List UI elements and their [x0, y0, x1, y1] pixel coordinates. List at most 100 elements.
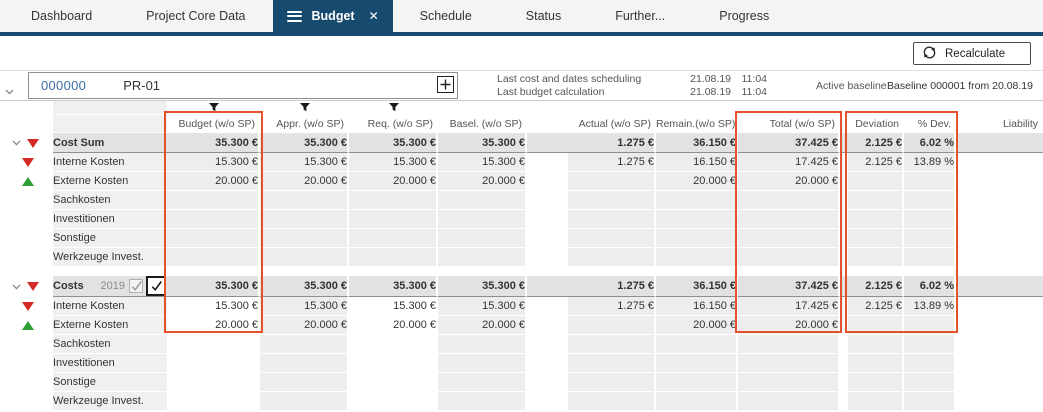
cell-basel[interactable] [438, 354, 527, 373]
cell-dev[interactable] [848, 210, 904, 229]
cell-total[interactable]: 17.425 € [738, 297, 840, 316]
cell-dev[interactable]: 2.125 € [848, 133, 904, 153]
cell-req[interactable] [349, 335, 438, 354]
cell-pdev[interactable] [904, 373, 956, 392]
cell-budget[interactable]: 35.300 € [167, 133, 260, 153]
cell-remain[interactable] [656, 335, 738, 354]
cell-appr[interactable]: 35.300 € [260, 133, 349, 153]
year-checkbox[interactable] [146, 276, 166, 296]
cell-req[interactable] [349, 191, 438, 210]
cell-basel[interactable]: 20.000 € [438, 172, 527, 191]
cell-basel[interactable] [438, 210, 527, 229]
close-tab-icon[interactable]: ✕ [368, 9, 379, 23]
cell-dev[interactable] [848, 172, 904, 191]
tab-progress[interactable]: Progress [719, 9, 770, 23]
cell-total[interactable] [738, 210, 840, 229]
cell-budget[interactable]: 15.300 € [167, 297, 260, 316]
cell-basel[interactable]: 35.300 € [438, 276, 527, 297]
cell-remain[interactable] [656, 354, 738, 373]
cell-remain[interactable] [656, 392, 738, 411]
cell-actual[interactable] [568, 316, 656, 335]
cell-basel[interactable]: 15.300 € [438, 153, 527, 172]
cell-actual[interactable] [568, 335, 656, 354]
cell-pdev[interactable]: 13.89 % [904, 297, 956, 316]
cell-basel[interactable] [438, 191, 527, 210]
tab-budget[interactable]: Budget ✕ [272, 0, 393, 32]
cell-actual[interactable]: 1.275 € [568, 153, 656, 172]
cell-total[interactable] [738, 335, 840, 354]
cell-budget[interactable] [167, 392, 260, 411]
cell-dev[interactable] [848, 191, 904, 210]
cell-appr[interactable] [260, 248, 349, 267]
cell-appr[interactable]: 15.300 € [260, 153, 349, 172]
cell-appr[interactable] [260, 229, 349, 248]
cell-remain[interactable]: 20.000 € [656, 172, 738, 191]
tab-project-core-data[interactable]: Project Core Data [146, 9, 246, 23]
cell-budget[interactable]: 20.000 € [167, 172, 260, 191]
cell-remain[interactable] [656, 248, 738, 267]
cell-req[interactable]: 35.300 € [349, 276, 438, 297]
cell-req[interactable] [349, 373, 438, 392]
cell-budget[interactable] [167, 210, 260, 229]
cell-req[interactable] [349, 248, 438, 267]
tab-further[interactable]: Further... [615, 9, 666, 23]
cell-budget[interactable] [167, 354, 260, 373]
cell-dev[interactable] [848, 335, 904, 354]
cell-appr[interactable]: 20.000 € [260, 172, 349, 191]
cell-pdev[interactable] [904, 316, 956, 335]
cell-pdev[interactable] [904, 229, 956, 248]
cell-total[interactable]: 37.425 € [738, 276, 840, 297]
cell-total[interactable] [738, 229, 840, 248]
filter-icon[interactable] [299, 102, 311, 115]
tab-schedule[interactable]: Schedule [419, 9, 472, 23]
collapse-icon[interactable] [12, 140, 21, 146]
cell-remain[interactable]: 36.150 € [656, 276, 738, 297]
cell-total[interactable] [738, 191, 840, 210]
cell-dev[interactable] [848, 316, 904, 335]
cell-appr[interactable]: 20.000 € [260, 316, 349, 335]
cell-appr[interactable]: 15.300 € [260, 297, 349, 316]
cell-pdev[interactable] [904, 172, 956, 191]
cell-req[interactable]: 15.300 € [349, 153, 438, 172]
cell-actual[interactable] [568, 210, 656, 229]
cell-appr[interactable]: 35.300 € [260, 276, 349, 297]
cell-dev[interactable] [848, 373, 904, 392]
cell-actual[interactable]: 1.275 € [568, 297, 656, 316]
cell-remain[interactable] [656, 373, 738, 392]
cell-budget[interactable]: 35.300 € [167, 276, 260, 297]
cell-basel[interactable]: 35.300 € [438, 133, 527, 153]
cell-budget[interactable] [167, 373, 260, 392]
cell-req[interactable] [349, 392, 438, 411]
cell-remain[interactable] [656, 229, 738, 248]
cell-actual[interactable] [568, 354, 656, 373]
tab-dashboard[interactable]: Dashboard [31, 9, 93, 23]
cell-dev[interactable]: 2.125 € [848, 276, 904, 297]
cell-appr[interactable] [260, 392, 349, 411]
cell-remain[interactable]: 16.150 € [656, 153, 738, 172]
cell-remain[interactable]: 36.150 € [656, 133, 738, 153]
cell-total[interactable]: 37.425 € [738, 133, 840, 153]
cell-dev[interactable] [848, 229, 904, 248]
cell-remain[interactable] [656, 210, 738, 229]
recalculate-button[interactable]: Recalculate [913, 42, 1031, 65]
add-icon[interactable] [437, 76, 454, 93]
cell-req[interactable] [349, 354, 438, 373]
cell-total[interactable] [738, 392, 840, 411]
cell-pdev[interactable] [904, 191, 956, 210]
cell-dev[interactable] [848, 354, 904, 373]
cell-total[interactable]: 20.000 € [738, 316, 840, 335]
cell-basel[interactable]: 15.300 € [438, 297, 527, 316]
cell-actual[interactable] [568, 392, 656, 411]
cell-actual[interactable]: 1.275 € [568, 276, 656, 297]
cell-actual[interactable] [568, 373, 656, 392]
cell-basel[interactable] [438, 248, 527, 267]
cell-actual[interactable] [568, 172, 656, 191]
cell-req[interactable]: 35.300 € [349, 133, 438, 153]
cell-total[interactable]: 17.425 € [738, 153, 840, 172]
cell-basel[interactable] [438, 335, 527, 354]
cell-budget[interactable] [167, 191, 260, 210]
cell-total[interactable] [738, 354, 840, 373]
cell-total[interactable] [738, 373, 840, 392]
cell-actual[interactable] [568, 248, 656, 267]
cell-budget[interactable] [167, 248, 260, 267]
